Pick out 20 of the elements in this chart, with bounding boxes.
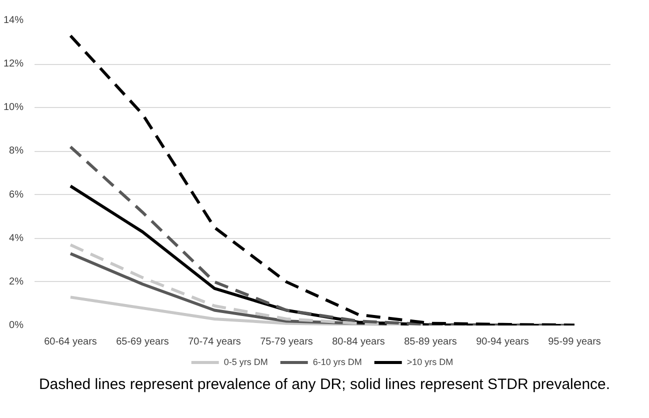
x-tick-label: 65-69 years	[116, 336, 169, 348]
y-tick-label: 0%	[9, 320, 24, 331]
x-tick-label: 85-89 years	[404, 336, 457, 348]
x-tick-label: 60-64 years	[44, 336, 97, 348]
x-tick-label: 70-74 years	[188, 336, 241, 348]
legend-label: 0-5 yrs DM	[224, 357, 268, 367]
y-tick-label: 6%	[9, 189, 24, 200]
legend-label: 6-10 yrs DM	[312, 357, 362, 367]
x-tick-label: 95-99 years	[548, 336, 601, 348]
text: Dashed lines represent prevalence of any DR; solid lines represent STDR prevalence.	[38, 375, 610, 395]
y-tick-label: 14%	[3, 15, 24, 26]
y-tick-label: 12%	[3, 58, 24, 70]
y-tick-label: 2%	[9, 276, 24, 288]
y-tick-label: 8%	[9, 146, 24, 157]
legend-label: >10 yrs DM	[406, 357, 454, 367]
y-tick-label: 4%	[9, 232, 24, 244]
x-tick-label: 90-94 years	[476, 336, 529, 348]
x-tick-label: 75-79 years	[260, 336, 313, 348]
x-tick-label: 80-84 years	[332, 336, 385, 348]
y-tick-label: 10%	[3, 102, 24, 114]
